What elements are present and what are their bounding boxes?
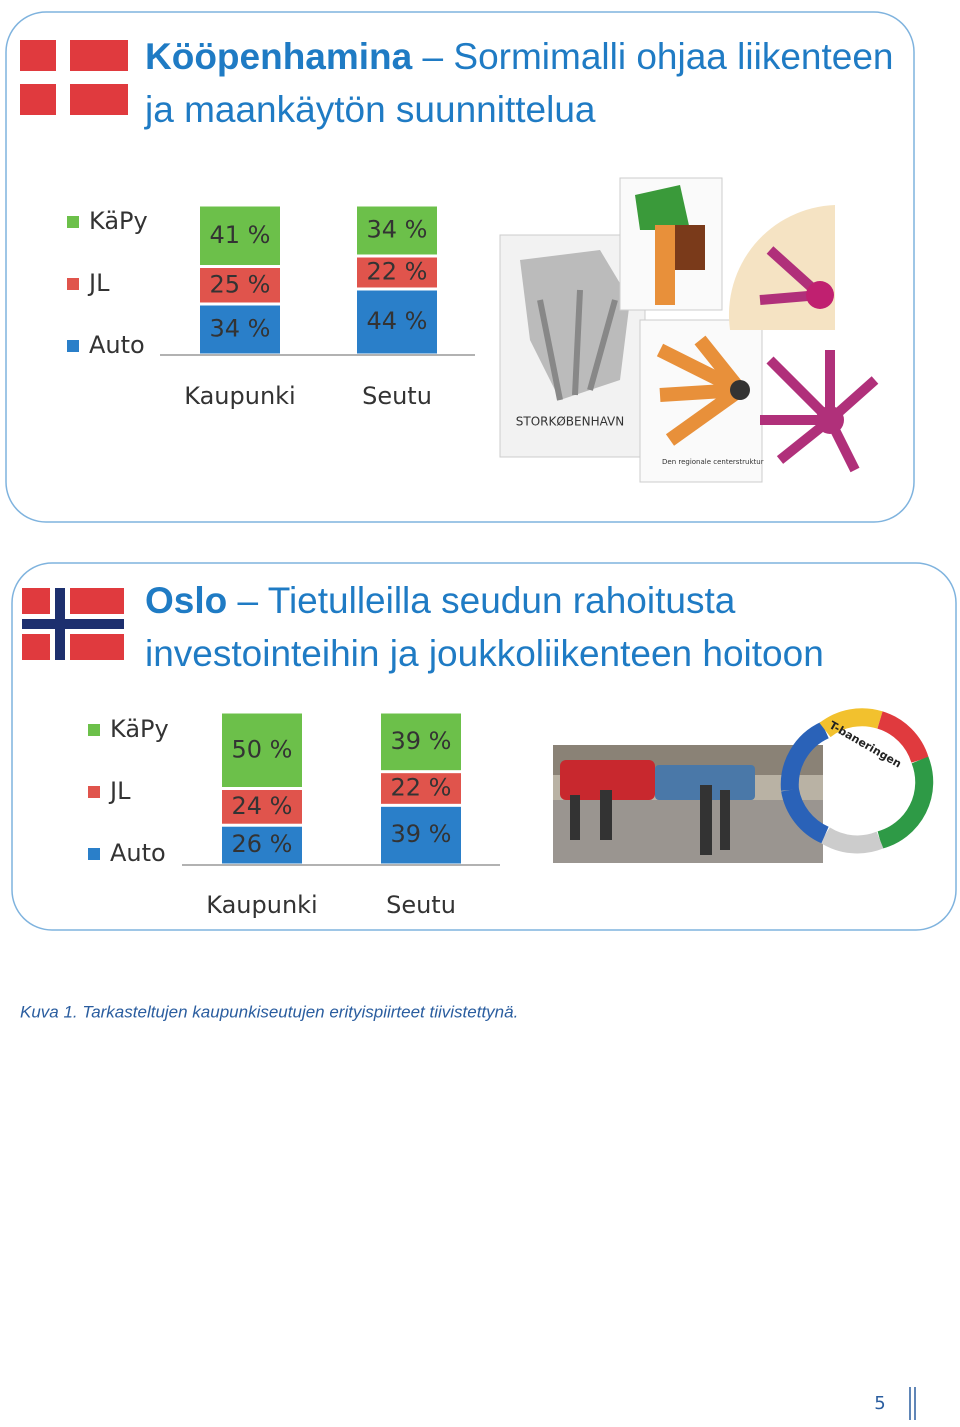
bar-segment	[200, 305, 280, 354]
legend-label: JL	[87, 269, 110, 297]
value-label: 26 %	[232, 830, 293, 858]
bar-segment	[200, 268, 280, 303]
heading-text: – Sormimalli ohjaa liikenteen ja maankäy…	[145, 36, 894, 130]
bar-segment	[357, 206, 437, 255]
bar-segment	[381, 806, 461, 864]
caption: Kuva 1. Tarkasteltujen kaupunkiseutujen …	[20, 1002, 518, 1021]
bar-segment	[357, 257, 437, 288]
bar-segment	[222, 713, 302, 787]
value-label: 24 %	[232, 792, 293, 820]
legend-label: KäPy	[110, 715, 169, 743]
legend-swatch	[67, 340, 79, 352]
page-number: 5	[874, 1393, 885, 1414]
value-label: 34 %	[210, 315, 271, 343]
x-tick-label: Seutu	[362, 382, 432, 410]
legend-swatch	[88, 724, 100, 736]
heading: Oslo – Tietulleilla seudun rahoitusta in…	[145, 574, 955, 680]
value-label: 25 %	[210, 270, 271, 298]
bar-segment	[222, 826, 302, 864]
bar-segment	[381, 713, 461, 771]
value-label: 41 %	[210, 221, 271, 249]
plan-collage	[499, 177, 879, 483]
value-label: 39 %	[391, 820, 452, 848]
bar-segment	[222, 790, 302, 824]
legend-label: Auto	[89, 331, 145, 359]
legend-swatch	[88, 848, 100, 860]
panel	[5, 11, 915, 523]
legend-label: JL	[108, 777, 131, 805]
value-label: 39 %	[391, 727, 452, 755]
flag-norway	[22, 588, 124, 660]
image-text: STORKØBENHAVN	[516, 415, 625, 429]
heading-text: – Tietulleilla seudun rahoitusta investo…	[145, 580, 824, 674]
x-tick-label: Seutu	[386, 891, 456, 919]
legend-label: KäPy	[89, 207, 148, 235]
legend-swatch	[88, 786, 100, 798]
legend-swatch	[67, 216, 79, 228]
legend-swatch	[67, 278, 79, 290]
value-label: 22 %	[367, 258, 428, 286]
value-label: 44 %	[367, 307, 428, 335]
bar-segment	[200, 206, 280, 265]
image-text: Den regionale centerstruktur	[662, 458, 764, 466]
x-tick-label: Kaupunki	[184, 382, 295, 410]
photo	[553, 745, 823, 863]
heading-city: Kööpenhamina	[145, 36, 413, 77]
value-label: 50 %	[232, 735, 293, 763]
value-label: 34 %	[367, 216, 428, 244]
flag-denmark	[20, 40, 128, 115]
bar-segment	[357, 290, 437, 354]
value-label: 22 %	[391, 774, 452, 802]
ring-logo	[780, 708, 934, 854]
bar-segment	[381, 773, 461, 804]
heading: Kööpenhamina – Sormimalli ohjaa liikente…	[145, 30, 905, 136]
panel	[11, 562, 957, 931]
heading-city: Oslo	[145, 580, 228, 621]
legend-label: Auto	[110, 839, 166, 867]
x-tick-label: Kaupunki	[206, 891, 317, 919]
